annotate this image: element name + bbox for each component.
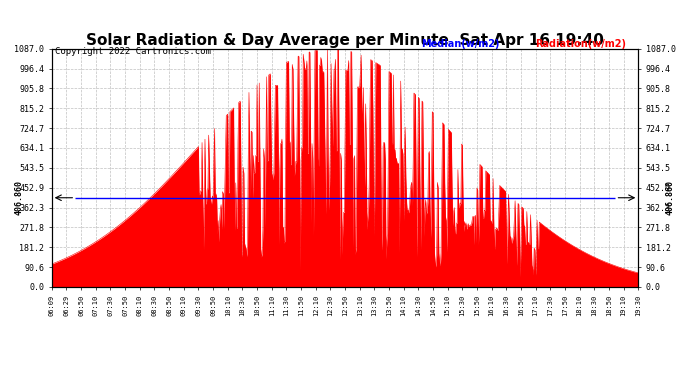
Text: Median(w/m2): Median(w/m2)	[421, 39, 500, 50]
Text: Copyright 2022 Cartronics.com: Copyright 2022 Cartronics.com	[55, 47, 211, 56]
Text: Radiation(w/m2): Radiation(w/m2)	[535, 39, 626, 50]
Text: 406.860: 406.860	[15, 180, 24, 215]
Title: Solar Radiation & Day Average per Minute  Sat Apr 16 19:40: Solar Radiation & Day Average per Minute…	[86, 33, 604, 48]
Text: 406.860: 406.860	[666, 180, 675, 215]
